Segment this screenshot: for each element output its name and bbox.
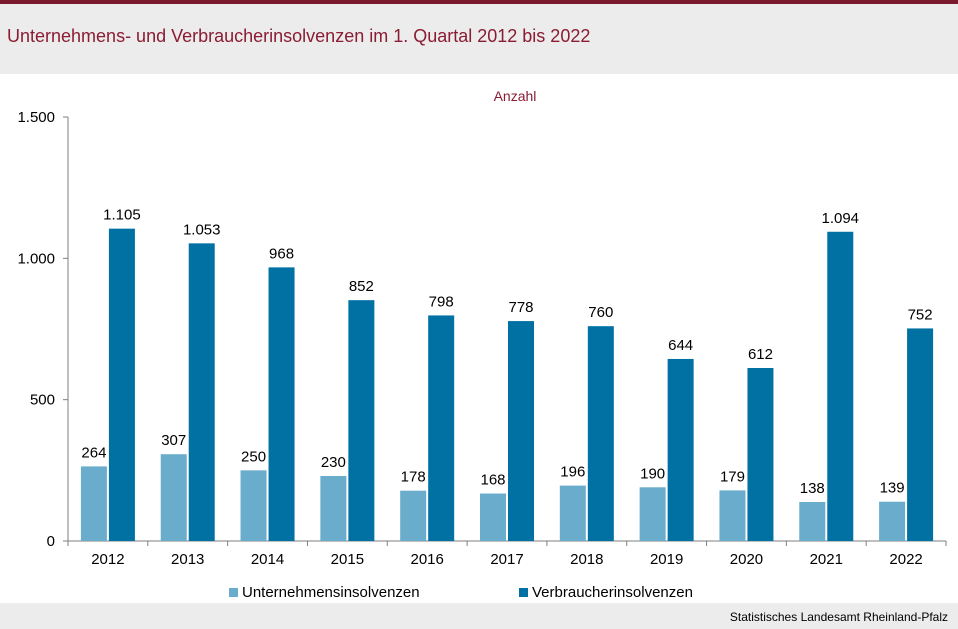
legend-label-unternehmensinsolvenzen: Unternehmensinsolvenzen [242,584,420,601]
plot-panel: Anzahl 0 500 1.000 1.500 2012 264 1.105 2013 307 1… [0,74,958,603]
data-label: 178 [401,469,426,486]
data-label: 752 [908,306,933,323]
bar-verbraucherinsolvenzen [348,300,375,541]
source-note: Statistisches Landesamt Rheinland-Pfalz [729,610,948,624]
x-tick-label: 2021 [810,551,843,568]
bar-verbraucherinsolvenzen [587,326,614,541]
bar-verbraucherinsolvenzen [907,328,934,541]
data-label: 644 [668,337,693,354]
y-tick-label: 1.500 [17,109,55,126]
data-label: 1.053 [183,221,221,238]
x-tick-label: 2018 [570,551,603,568]
data-label: 250 [241,448,266,465]
bar-unternehmensinsolvenzen [879,501,906,541]
chart-title: Unternehmens- und Verbraucherinsolvenzen… [7,26,591,46]
bar-chart: Anzahl 0 500 1.000 1.500 2012 264 1.105 2013 307 1… [17,88,947,601]
bar-verbraucherinsolvenzen [827,231,854,541]
data-label: 139 [880,480,905,497]
data-label: 852 [349,278,374,295]
data-label: 1.094 [821,210,859,227]
bar-unternehmensinsolvenzen [719,490,746,541]
bar-unternehmensinsolvenzen [559,485,586,541]
bar-verbraucherinsolvenzen [747,368,774,541]
title-band: Unternehmens- und Verbraucherinsolvenzen… [0,4,958,68]
bar-unternehmensinsolvenzen [400,490,427,541]
x-tick-label: 2022 [889,551,922,568]
bar-verbraucherinsolvenzen [188,243,215,542]
bar-unternehmensinsolvenzen [639,487,666,541]
data-label: 778 [508,299,533,316]
unit-label: Anzahl [494,88,537,104]
bar-verbraucherinsolvenzen [508,321,534,541]
x-tick-label: 2015 [331,551,364,568]
bar-unternehmensinsolvenzen [320,475,347,541]
bar-unternehmensinsolvenzen [240,470,267,541]
data-label: 230 [321,454,346,471]
data-label: 968 [269,245,294,262]
x-tick-label: 2013 [171,551,204,568]
bar-unternehmensinsolvenzen [480,493,506,541]
bar-verbraucherinsolvenzen [428,315,455,541]
data-label: 190 [640,465,665,482]
bar-verbraucherinsolvenzen [268,267,295,541]
y-tick-label: 0 [47,533,55,550]
x-tick-label: 2020 [730,551,763,568]
x-tick-label: 2012 [91,551,124,568]
top-rule [0,0,958,4]
data-label: 168 [480,472,505,489]
bar-verbraucherinsolvenzen [667,358,694,541]
y-tick-label: 1.000 [17,250,55,267]
bar-unternehmensinsolvenzen [80,466,107,541]
bar-verbraucherinsolvenzen [108,228,135,542]
x-tick-label: 2019 [650,551,683,568]
data-label: 179 [720,468,745,485]
data-label: 760 [588,304,613,321]
legend-swatch-unternehmensinsolvenzen [229,588,238,597]
data-label: 138 [800,480,825,497]
data-label: 307 [161,432,186,449]
data-label: 264 [81,444,106,461]
x-tick-label: 2017 [490,551,523,568]
y-tick-label: 500 [30,392,55,409]
x-tick-label: 2016 [410,551,443,568]
legend-swatch-verbraucherinsolvenzen [519,588,528,597]
bar-unternehmensinsolvenzen [799,501,826,541]
bar-unternehmensinsolvenzen [160,454,187,541]
x-tick-label: 2014 [251,551,284,568]
data-label: 196 [560,464,585,481]
data-label: 798 [429,293,454,310]
legend-label-verbraucherinsolvenzen: Verbraucherinsolvenzen [532,584,693,601]
data-label: 612 [748,346,773,363]
data-label: 1.105 [103,207,141,224]
